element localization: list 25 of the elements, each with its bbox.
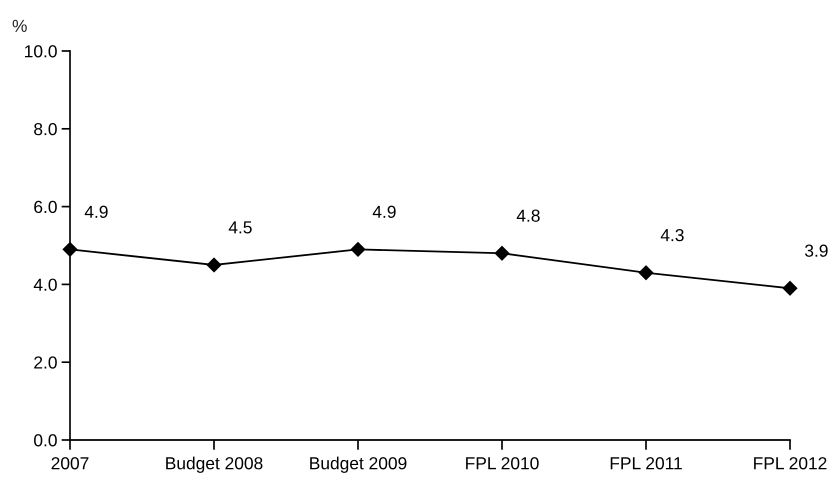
y-tick-label: 6.0 xyxy=(34,200,57,214)
y-tick-label: 0.0 xyxy=(34,434,57,446)
point xyxy=(782,280,798,296)
point xyxy=(494,246,510,261)
x-tick-label: FPL 2011 xyxy=(610,457,682,470)
x-tick-label: 2007 xyxy=(52,457,88,470)
y-tick-label: 4.0 xyxy=(34,278,57,291)
point xyxy=(350,242,366,257)
y-tick-label: 2.0 xyxy=(34,356,57,369)
x-tick-label: FPL 2010 xyxy=(466,457,539,470)
data-label: 4.5 xyxy=(228,221,252,234)
y-axis-title: % xyxy=(12,20,27,32)
point xyxy=(206,258,222,272)
data-label: 3.9 xyxy=(804,244,828,257)
data-label: 4.8 xyxy=(516,210,540,222)
x-tick-label: Budget 2008 xyxy=(166,456,262,473)
data-label: 4.9 xyxy=(84,206,108,218)
data-label: 4.3 xyxy=(660,228,684,242)
x-tick-label: FPL 2012 xyxy=(754,457,826,470)
y-tick-label: 8.0 xyxy=(34,122,57,136)
x-tick-label: Budget 2009 xyxy=(310,456,406,473)
point xyxy=(638,265,654,280)
point xyxy=(62,242,78,257)
data-label: 4.9 xyxy=(372,206,396,218)
y-tick-label: 10.0 xyxy=(25,45,57,58)
